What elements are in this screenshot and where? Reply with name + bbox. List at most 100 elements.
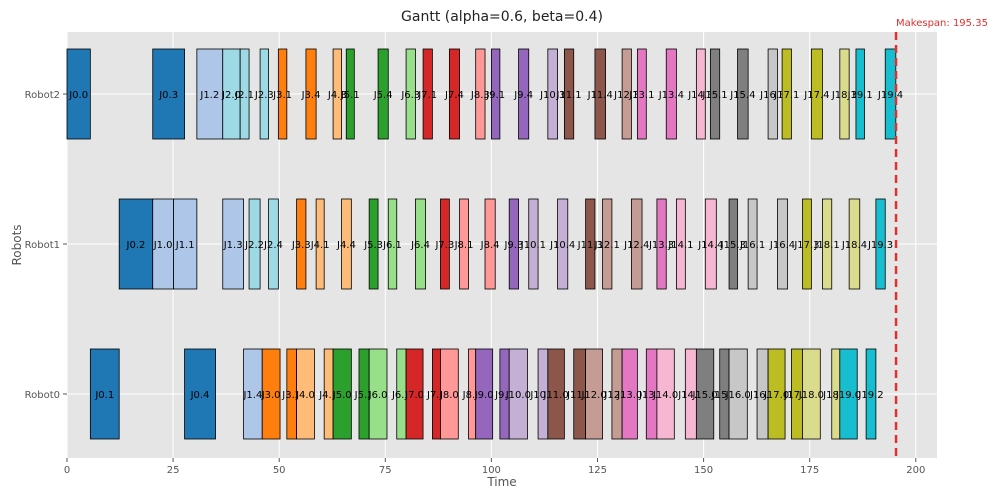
- task-bar-J16-1: J16.1: [739, 198, 765, 290]
- task-label: J5.3: [363, 240, 383, 251]
- task-bar-J17-1: J17.1: [773, 48, 799, 140]
- task-bar-rect: [261, 348, 281, 440]
- task-label: J7.0: [404, 390, 424, 401]
- task-bar-rect: [259, 48, 269, 140]
- makespan-label: Makespan: 195.35: [896, 18, 988, 29]
- task-bar-rect: [345, 48, 355, 140]
- task-bar-J6-0: J6.0: [368, 348, 388, 440]
- task-bar-J2-0: J2.0: [221, 48, 241, 140]
- task-bar-J11-0: J11.0: [543, 348, 569, 440]
- task-bar-J5-1: J5.1: [340, 48, 360, 140]
- task-bar-rect: [695, 48, 706, 140]
- task-bar-J0-4: J0.4: [184, 348, 216, 440]
- task-label: J14.1: [667, 240, 693, 251]
- task-bar-rect: [277, 48, 288, 140]
- task-bar-rect: [781, 48, 792, 140]
- task-bar-J18-1: J18.1: [813, 198, 840, 290]
- task-bar-J17-3: J17.3: [793, 198, 820, 290]
- task-label: J13.3: [648, 240, 674, 251]
- task-bar-rect: [508, 348, 528, 440]
- task-label: J0.4: [190, 390, 210, 401]
- task-bar-J9-0: J9.0: [474, 348, 494, 440]
- task-label: J5.2: [354, 390, 374, 401]
- task-bar-J16-0: J16.0: [725, 348, 751, 440]
- task-bar-rect: [173, 198, 198, 290]
- task-bar-rect: [865, 348, 877, 440]
- task-bar-J4-1: J4.1: [310, 198, 330, 290]
- task-label: J6.1: [382, 240, 402, 251]
- task-bar-rect: [621, 348, 638, 440]
- task-label: J9.0: [474, 390, 494, 401]
- task-bar-rect: [508, 198, 519, 290]
- task-label: J7.3: [434, 240, 454, 251]
- task-bar-J15-3: J15.3: [720, 198, 746, 290]
- task-label: J0.1: [94, 390, 114, 401]
- task-bar-J12-3: J12.3: [613, 48, 639, 140]
- task-bar-J10-1: J10.1: [520, 198, 546, 290]
- task-bar-J19-2: J19.2: [857, 348, 884, 440]
- task-label: J16.1: [739, 240, 765, 251]
- task-bar-rect: [368, 198, 379, 290]
- task-bar-J2-1: J2.1: [234, 48, 254, 140]
- task-bar-J1-1: J1.1: [173, 198, 198, 290]
- task-bar-rect: [377, 48, 389, 140]
- task-bar-J12-1: J12.1: [594, 198, 620, 290]
- task-label: J0.3: [158, 90, 178, 101]
- task-bar-J11-1: J11.1: [555, 48, 582, 140]
- task-bar-rect: [709, 48, 721, 140]
- task-bar-rect: [547, 348, 565, 440]
- task-label: J19.1: [847, 90, 873, 101]
- task-bar-rect: [747, 198, 758, 290]
- task-label: J11.2: [566, 390, 592, 401]
- task-bar-J17-0: J17.0: [763, 348, 789, 440]
- task-bar-J12-4: J12.4: [623, 198, 649, 290]
- task-bar-rect: [728, 348, 748, 440]
- task-label: J12.2: [603, 390, 629, 401]
- task-bar-rect: [767, 48, 778, 140]
- task-label: J18.4: [841, 240, 867, 251]
- task-label: J19.3: [867, 240, 893, 251]
- task-bar-rect: [594, 48, 606, 140]
- task-label: J1.3: [223, 240, 243, 251]
- task-bar-J19-1: J19.1: [847, 48, 873, 140]
- task-bar-J16-4: J16.4: [769, 198, 795, 290]
- task-label: J13.0: [616, 390, 642, 401]
- task-label: J15.4: [729, 90, 755, 101]
- task-bar-J14-3: J14.3: [687, 48, 713, 140]
- task-label: J12.1: [594, 240, 620, 251]
- task-bar-rect: [184, 348, 216, 440]
- task-label: J17.1: [773, 90, 799, 101]
- task-label: J10.4: [549, 240, 575, 251]
- task-bar-rect: [405, 348, 424, 440]
- task-label: J12.3: [613, 90, 639, 101]
- task-bar-rect: [152, 48, 185, 140]
- task-bar-J1-2: J1.2: [196, 48, 224, 140]
- task-label: J15.0: [691, 390, 717, 401]
- task-label: J14.3: [687, 90, 713, 101]
- task-label: J1.1: [175, 240, 195, 251]
- x-tick-label: 75: [379, 465, 392, 476]
- y-tick-label: Robot0: [25, 390, 60, 401]
- task-label: J3.1: [272, 90, 292, 101]
- task-bar-J2-2: J2.2: [244, 198, 264, 290]
- task-bar-rect: [585, 348, 603, 440]
- task-bar-J14-4: J14.4: [697, 198, 723, 290]
- task-label: J14.2: [677, 390, 703, 401]
- task-bar-rect: [248, 198, 261, 290]
- task-bar-rect: [440, 348, 459, 440]
- task-bar-rect: [585, 198, 596, 290]
- task-label: J4.2: [318, 390, 338, 401]
- task-label: J0.0: [68, 90, 88, 101]
- task-bar-J7-4: J7.4: [444, 48, 464, 140]
- task-bar-rect: [656, 348, 675, 440]
- task-label: J13.2: [638, 390, 664, 401]
- task-bar-J17-4: J17.4: [803, 48, 830, 140]
- task-label: J8.3: [470, 90, 490, 101]
- task-label: J18.3: [831, 90, 857, 101]
- task-bar-J8-3: J8.3: [470, 48, 490, 140]
- task-bar-J13-4: J13.4: [658, 48, 684, 140]
- task-bar-J9-3: J9.3: [503, 198, 523, 290]
- task-label: J5.4: [373, 90, 393, 101]
- task-bar-J3-1: J3.1: [272, 48, 292, 140]
